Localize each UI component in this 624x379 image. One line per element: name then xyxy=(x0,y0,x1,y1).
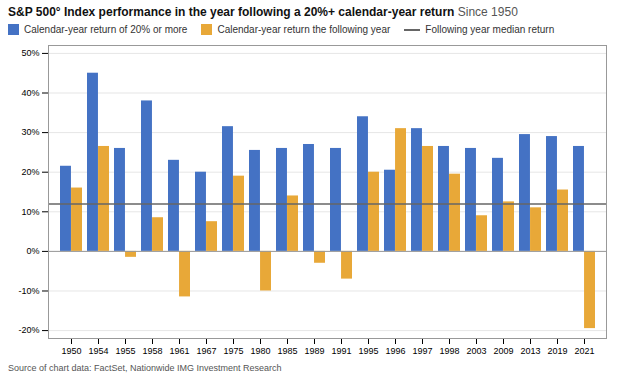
html-text:Calendar-year return of 20% or: Calendar-year return of 20% or more xyxy=(24,24,188,35)
html-text:Calendar-year return the follo: Calendar-year return the following year xyxy=(217,24,391,35)
svg-text:50%: 50% xyxy=(21,48,39,58)
svg-text:1958: 1958 xyxy=(142,346,162,356)
svg-text:1954: 1954 xyxy=(88,346,108,356)
svg-text:-10%: -10% xyxy=(18,286,39,296)
svg-text:1998: 1998 xyxy=(439,346,459,356)
svg-text:0%: 0% xyxy=(26,246,39,256)
svg-text:1961: 1961 xyxy=(169,346,189,356)
svg-text:20%: 20% xyxy=(21,167,39,177)
svg-text:2009: 2009 xyxy=(493,346,513,356)
svg-text:1995: 1995 xyxy=(358,346,378,356)
svg-text:2013: 2013 xyxy=(520,346,540,356)
svg-text:1997: 1997 xyxy=(412,346,432,356)
svg-text:1991: 1991 xyxy=(331,346,351,356)
html-text:Following year median return: Following year median return xyxy=(425,24,555,35)
html-text:S&P 500° Index performance in: S&P 500° Index performance in the year f… xyxy=(8,5,518,19)
svg-text:1985: 1985 xyxy=(277,346,297,356)
svg-text:1955: 1955 xyxy=(115,346,135,356)
svg-text:1996: 1996 xyxy=(385,346,405,356)
svg-text:1980: 1980 xyxy=(250,346,270,356)
svg-text:40%: 40% xyxy=(21,88,39,98)
svg-text:10%: 10% xyxy=(21,207,39,217)
html-text:Source of chart data: FactSet,: Source of chart data: FactSet, Nationwid… xyxy=(8,363,282,373)
svg-text:2019: 2019 xyxy=(547,346,567,356)
svg-text:2003: 2003 xyxy=(466,346,486,356)
svg-text:1989: 1989 xyxy=(304,346,324,356)
svg-text:30%: 30% xyxy=(21,127,39,137)
svg-text:1975: 1975 xyxy=(223,346,243,356)
svg-text:-20%: -20% xyxy=(18,325,39,335)
svg-text:1967: 1967 xyxy=(196,346,216,356)
svg-text:1950: 1950 xyxy=(61,346,81,356)
svg-text:2021: 2021 xyxy=(574,346,594,356)
